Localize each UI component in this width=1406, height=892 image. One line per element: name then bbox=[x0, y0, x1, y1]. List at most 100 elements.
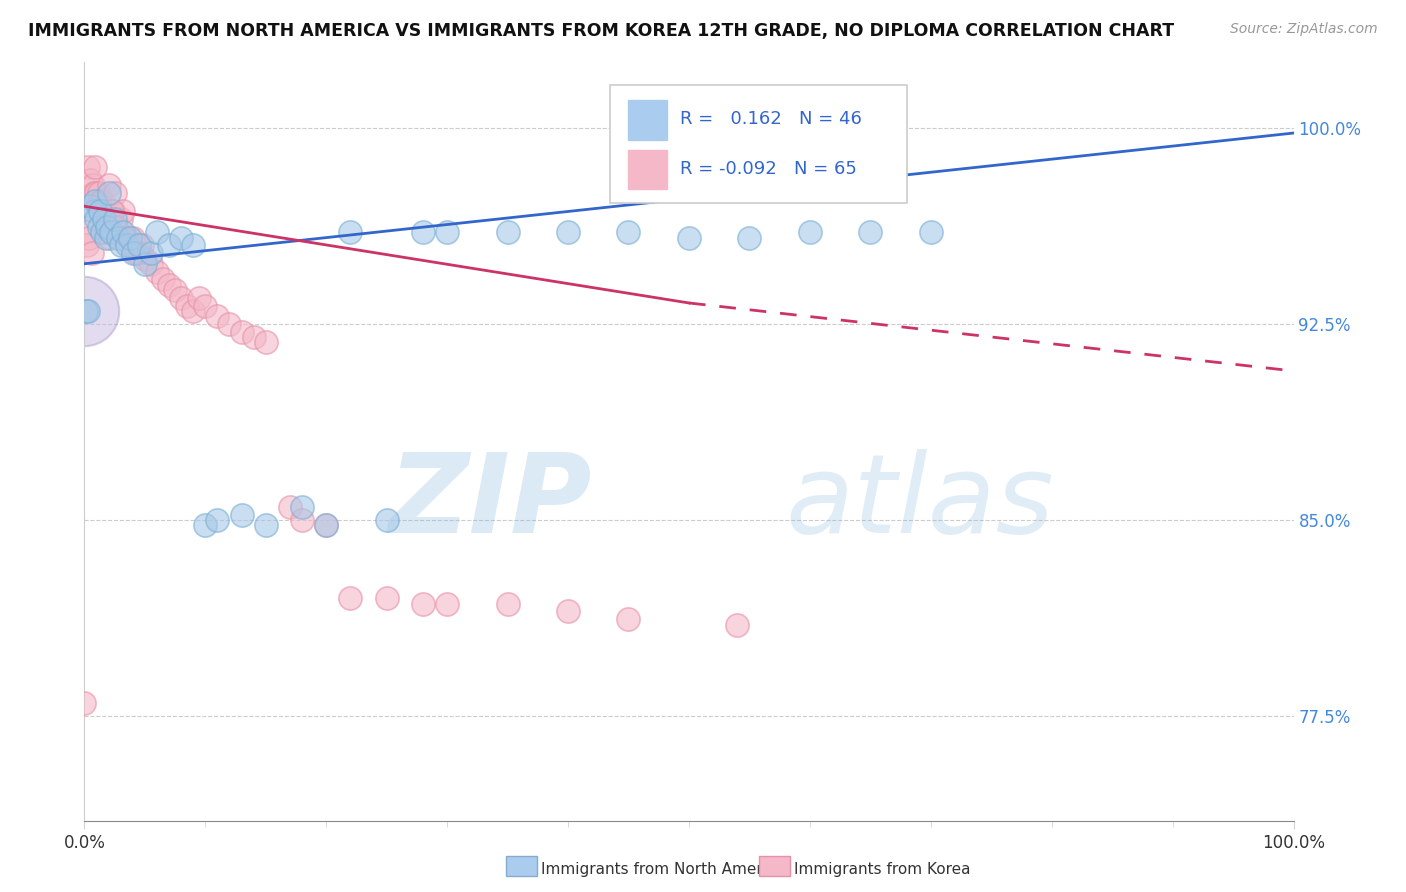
Point bbox=[139, 246, 162, 260]
Point bbox=[128, 238, 150, 252]
Point bbox=[104, 212, 127, 227]
Point bbox=[678, 230, 700, 244]
Point bbox=[128, 246, 150, 260]
Point bbox=[104, 186, 127, 201]
Point bbox=[120, 238, 142, 252]
Point bbox=[146, 226, 169, 240]
Point bbox=[84, 194, 107, 208]
Point bbox=[194, 299, 217, 313]
Point bbox=[152, 272, 174, 286]
Point bbox=[75, 226, 97, 240]
Point bbox=[188, 291, 211, 305]
Point bbox=[96, 212, 118, 227]
Point bbox=[557, 226, 579, 240]
Text: IMMIGRANTS FROM NORTH AMERICA VS IMMIGRANTS FROM KOREA 12TH GRADE, NO DIPLOMA CO: IMMIGRANTS FROM NORTH AMERICA VS IMMIGRA… bbox=[28, 22, 1174, 40]
Point bbox=[97, 178, 120, 193]
Point bbox=[83, 186, 105, 201]
Point bbox=[103, 204, 125, 219]
Point bbox=[375, 591, 398, 606]
Point bbox=[139, 257, 162, 271]
Point bbox=[94, 204, 117, 219]
Point bbox=[77, 230, 100, 244]
Point bbox=[170, 230, 193, 244]
Point bbox=[91, 226, 114, 240]
Point bbox=[557, 605, 579, 619]
Text: R = -0.092   N = 65: R = -0.092 N = 65 bbox=[681, 161, 858, 178]
Point bbox=[76, 238, 98, 252]
Point bbox=[412, 597, 434, 611]
Point bbox=[436, 226, 458, 240]
Point bbox=[121, 246, 143, 260]
Point bbox=[79, 199, 101, 213]
Point bbox=[617, 612, 640, 626]
Point bbox=[93, 212, 115, 227]
Point bbox=[165, 283, 187, 297]
Point bbox=[80, 246, 103, 260]
Point bbox=[134, 252, 156, 266]
Point bbox=[121, 230, 143, 244]
Point bbox=[242, 330, 264, 344]
Point bbox=[131, 238, 153, 252]
Point bbox=[112, 226, 135, 240]
Point bbox=[96, 220, 118, 235]
Point bbox=[107, 226, 129, 240]
Point bbox=[315, 518, 337, 533]
Point bbox=[134, 257, 156, 271]
Point bbox=[496, 226, 519, 240]
Point bbox=[194, 518, 217, 533]
Point bbox=[291, 500, 314, 514]
Text: Immigrants from North America: Immigrants from North America bbox=[541, 863, 785, 877]
Point bbox=[94, 230, 117, 244]
Text: atlas: atlas bbox=[786, 449, 1054, 556]
Point bbox=[278, 500, 301, 514]
Point bbox=[91, 194, 114, 208]
Point bbox=[93, 212, 115, 227]
Point bbox=[112, 204, 135, 219]
Point bbox=[86, 186, 108, 201]
Point bbox=[73, 303, 96, 318]
Point bbox=[110, 212, 132, 227]
Point bbox=[375, 513, 398, 527]
Point bbox=[120, 230, 142, 244]
Point bbox=[254, 335, 277, 350]
Point bbox=[181, 238, 204, 252]
Text: R =   0.162   N = 46: R = 0.162 N = 46 bbox=[681, 111, 862, 128]
Point bbox=[104, 220, 127, 235]
Point bbox=[170, 291, 193, 305]
Point bbox=[207, 309, 229, 323]
Point bbox=[107, 230, 129, 244]
Point bbox=[75, 303, 97, 318]
Point bbox=[617, 226, 640, 240]
Point bbox=[315, 518, 337, 533]
Point bbox=[176, 299, 198, 313]
Bar bbox=[628, 100, 668, 140]
Point bbox=[73, 696, 96, 710]
Point bbox=[738, 230, 761, 244]
Point bbox=[339, 591, 361, 606]
Point bbox=[181, 303, 204, 318]
Point bbox=[82, 178, 104, 193]
Point bbox=[157, 238, 180, 252]
Point bbox=[254, 518, 277, 533]
Point bbox=[207, 513, 229, 527]
Point bbox=[100, 226, 122, 240]
Point bbox=[87, 220, 110, 235]
Point bbox=[124, 238, 146, 252]
Point bbox=[77, 303, 100, 318]
Point bbox=[725, 617, 748, 632]
Point bbox=[146, 264, 169, 278]
Point bbox=[98, 230, 121, 244]
Point bbox=[231, 508, 253, 522]
Point bbox=[920, 226, 942, 240]
Point bbox=[496, 597, 519, 611]
Point bbox=[84, 160, 107, 174]
FancyBboxPatch shape bbox=[610, 85, 907, 202]
Point bbox=[89, 194, 111, 208]
Point bbox=[125, 246, 148, 260]
Point bbox=[90, 204, 112, 219]
Point bbox=[97, 186, 120, 201]
Point bbox=[218, 317, 240, 331]
Point bbox=[291, 513, 314, 527]
Point bbox=[101, 204, 124, 219]
Point bbox=[100, 220, 122, 235]
